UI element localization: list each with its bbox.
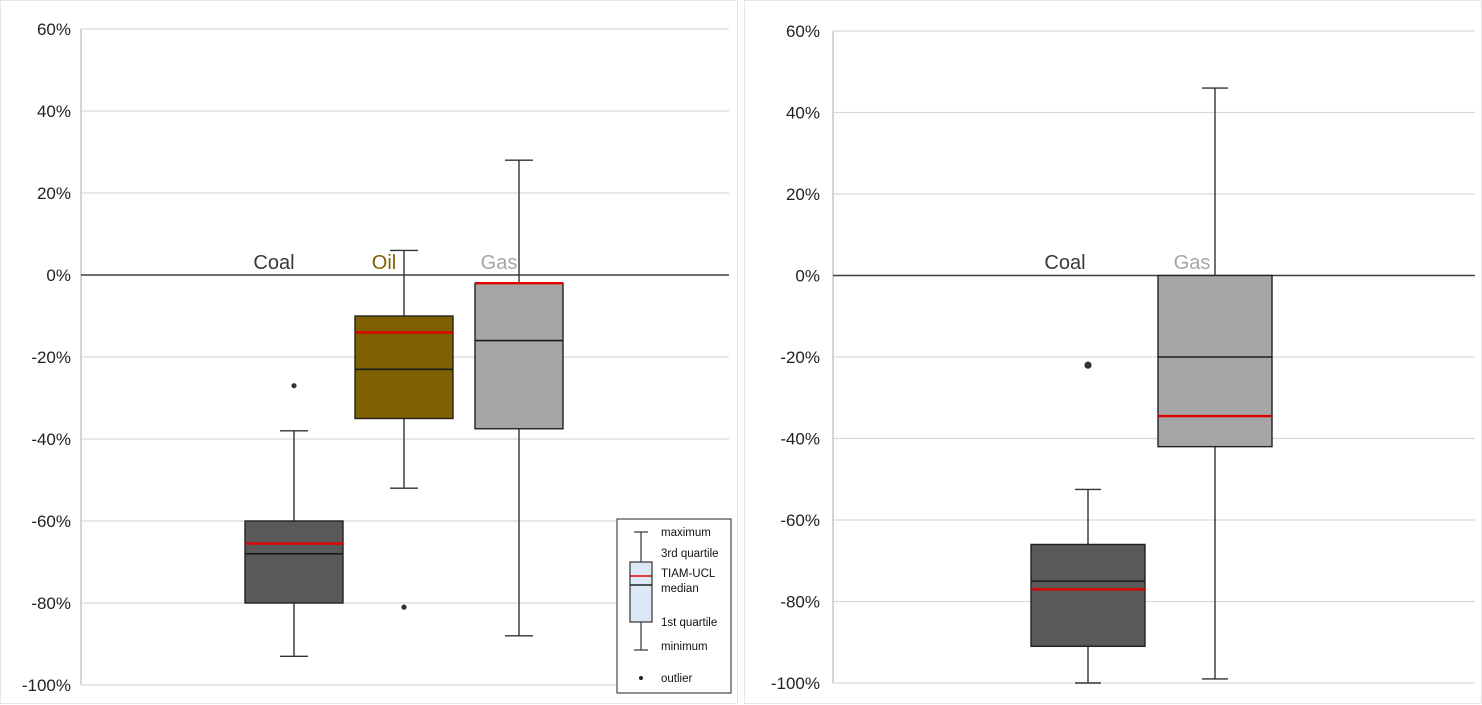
- left-category-label-gas: Gas: [481, 252, 518, 274]
- right-chart-panel: 60% 40% 20% 0% -20% -40% -60% -80% -100% Coal Gas: [744, 0, 1482, 704]
- right-box-coal: [1030, 361, 1146, 684]
- legend-box: maximum 3rd quartile TIAM-UCL median 1st qua…: [616, 518, 732, 694]
- right-y-tick-label: -60%: [780, 511, 820, 530]
- left-y-tick-label: -80%: [31, 594, 71, 613]
- left-box-gas: [474, 159, 564, 637]
- left-y-tick-label: -60%: [31, 512, 71, 531]
- coal-outlier-point: [291, 383, 297, 389]
- legend-item-outlier: outlier: [661, 673, 692, 685]
- left-box-coal: [244, 383, 344, 657]
- legend-item-minimum: minimum: [661, 641, 708, 653]
- left-boxplot-chart: 60% 40% 20% 0% -20% -40% -60% -80% -100% Coal Oil G…: [22, 20, 732, 695]
- left-y-tick-label: 20%: [37, 184, 71, 203]
- legend-outlier-dot: [639, 676, 643, 680]
- right-box-gas: [1157, 87, 1273, 680]
- left-box-oil: [354, 249, 454, 610]
- left-y-tick-label: -20%: [31, 348, 71, 367]
- right-category-label-gas: Gas: [1174, 252, 1211, 274]
- right-y-tick-label: -40%: [780, 430, 820, 449]
- legend-sample-box: [629, 561, 653, 623]
- right-y-tick-label: 40%: [786, 104, 820, 123]
- legend-item-maximum: maximum: [661, 527, 711, 539]
- left-y-tick-label: 40%: [37, 102, 71, 121]
- left-y-tick-label: 0%: [46, 266, 71, 285]
- left-category-label-coal: Coal: [253, 252, 294, 274]
- right-category-label-coal: Coal: [1044, 252, 1085, 274]
- left-y-tick-label: -40%: [31, 430, 71, 449]
- gas-iqr-box: [1157, 274, 1273, 448]
- coal-outlier-point: [1084, 361, 1092, 369]
- right-y-tick-label: -100%: [771, 674, 820, 693]
- legend-item-3rd-quartile: 3rd quartile: [661, 548, 719, 560]
- legend-item-median: median: [661, 583, 699, 595]
- left-category-label-oil: Oil: [372, 252, 396, 274]
- right-y-tick-label: 20%: [786, 185, 820, 204]
- left-y-tick-label: -100%: [22, 676, 71, 695]
- oil-outlier-point: [401, 604, 407, 610]
- gas-iqr-box: [474, 282, 564, 430]
- legend-item-1st-quartile: 1st quartile: [661, 617, 717, 629]
- right-y-tick-label: -80%: [780, 593, 820, 612]
- coal-iqr-box: [1030, 543, 1146, 648]
- right-y-tick-label: 60%: [786, 22, 820, 41]
- left-y-tick-label: 60%: [37, 20, 71, 39]
- right-y-tick-label: 0%: [795, 267, 820, 286]
- right-y-tick-label: -20%: [780, 348, 820, 367]
- coal-iqr-box: [244, 520, 344, 604]
- legend-item-tiam-ucl: TIAM-UCL: [661, 568, 716, 580]
- left-chart-panel: 60% 40% 20% 0% -20% -40% -60% -80% -100% Coal Oil G…: [0, 0, 738, 704]
- right-boxplot-chart: 60% 40% 20% 0% -20% -40% -60% -80% -100% Coal Gas: [771, 22, 1475, 693]
